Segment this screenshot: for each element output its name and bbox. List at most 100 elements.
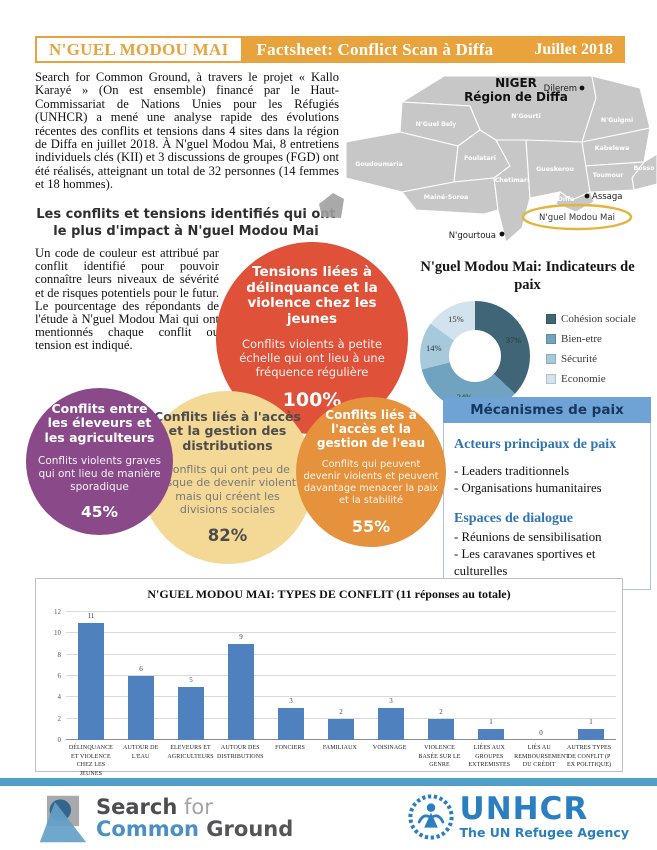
intro-paragraph: Search for Common Ground, à travers le p… [35,70,339,192]
bubble-delinquance-jeunes: Tensions liées à délinquance et la viole… [216,242,408,434]
legend-swatch-icon [546,334,556,345]
unhcr-logo: UNHCR The UN Refugee Agency [406,792,629,842]
sfcg-logo-icon [39,795,87,843]
x-axis-category-label: DÉLINQUANCE ET VIOLENCE CHEZ LES JEUNES [68,745,113,778]
peace-mechanisms-box: Mécanismes de paix Acteurs principaux de… [443,397,651,591]
sfcg-logo: Search for Common Ground [36,794,293,844]
map-region-label: Gueskerou [536,166,574,173]
bubble-eleveurs-agriculteurs: Conflits entre les éleveurs et les agric… [26,388,173,535]
map-title-country: NIGER [495,76,537,90]
x-axis-category-label: AUTOUR DES DISTRIBUTIONS [216,745,264,760]
peace-item: - Réunions de sensibilisation [454,529,602,544]
x-axis-category-label: FAMILIAUX [322,745,357,751]
legend-label: Economie [561,373,606,386]
map-region-label: Mainé-Soroa [424,193,469,201]
bubble-description: Conflits violents à petite échelle qui o… [239,337,385,380]
y-axis-tick-label: 4 [57,693,62,702]
map-region-label: Foulatari [464,155,496,162]
header-title: Factsheet: Conflict Scan à Diffa [256,39,494,59]
bubble-title: Conflits liés à l'accès et la gestion de… [316,407,426,451]
x-axis-category-label: FONCIERS [275,745,305,751]
bar [428,718,454,740]
sfcg-word-common: Common [96,817,199,841]
gridline [66,675,616,676]
unhcr-logo-text: UNHCR The UN Refugee Agency [460,794,629,840]
x-axis-category-label: VIOLENCE BASÉE SUR LE GENRE [418,745,461,769]
gridline [66,632,616,634]
bar-chart-title: N'GUEL MODOU MAI: TYPES DE CONFLIT (11 r… [147,587,511,601]
map-region-label: N'Gourti [511,113,540,120]
legend-swatch-icon [546,374,556,385]
peace-item: - Les caravanes sportives et culturelles [454,546,596,578]
bubble-percentage: 45% [80,503,119,522]
bar-value-label: 1 [589,718,593,727]
legend-item: Cohésion sociale [546,313,636,325]
bar [478,729,504,740]
gridline [66,653,616,655]
map-region-label: Goudoumaria [355,161,403,168]
map-region-label: Diffa [558,196,575,203]
legend-swatch-icon [546,354,556,365]
legend-item: Economie [546,373,636,385]
donut-slice-label: 14% [425,343,442,354]
header-bar: N'GUEL MODOU MAI Factsheet: Conflict Sca… [35,36,625,63]
bar-value-label: 5 [189,675,193,684]
peace-indicators-chart: N'guel Modou Mai: Indicateurs de paix 37… [398,258,657,412]
bar-chart-plot-area: 0 2 4 6 8 10 12 11 6 5 9 3 2 3 2 1 0 1 [54,608,616,744]
bar [378,708,404,740]
bubble-title: Conflits entre les éleveurs et les agric… [44,400,155,446]
map-town-label: Assaga [592,192,623,202]
map-title-region: Région de Diffa [464,90,568,104]
gridline [66,611,616,612]
diffa-region-map: NIGER Région de Diffa N'Gourti N'Guigmi N'… [345,75,657,244]
x-axis-category-label: AUTOUR DE L'EAU [123,745,159,760]
peace-item: - Leaders traditionnels [454,464,570,478]
bar [228,644,254,740]
peace-box-title: Mécanismes de paix [443,397,651,423]
unhcr-name: UNHCR [459,791,589,828]
unhcr-tagline: The UN Refugee Agency [459,825,629,841]
map-region-diffa [555,191,595,213]
map-region-label: N'Guigmi [601,117,633,124]
y-axis-tick-label: 2 [57,714,62,723]
bar-value-label: 0 [539,729,543,737]
donut-hole [449,330,501,383]
bubble-eau: Conflits liés à l'accès et la gestion de… [296,397,446,547]
legend-item: Bien-etre [546,333,636,345]
peace-section-heading: Espaces de dialogue [454,510,574,526]
y-axis-tick-label: 6 [57,672,62,680]
map-region-label: Toumour [593,172,625,179]
map-town-label: N'gourtoua [449,231,496,241]
legend-item: Sécurité [546,353,636,365]
bar-value-label: 11 [87,611,95,620]
donut-slice-label: 37% [505,334,522,345]
bubble-title: Tensions liées à délinquance et la viole… [246,263,378,328]
map-town-dot [584,193,590,199]
peace-section-heading: Acteurs principaux de paix [454,437,617,452]
color-code-paragraph: Un code de couleur est attribué par conf… [35,246,219,353]
bar [578,729,604,740]
map-region-label: N'Guel Bely [416,121,457,128]
bubble-description: Conflits qui peuvent devenir violents et… [303,459,439,507]
bar [328,718,354,740]
y-axis-tick-label: 10 [54,629,61,638]
y-axis-tick-label: 8 [57,650,62,659]
bar [128,676,154,740]
footer-divider-bar [0,778,657,786]
map-town-dot [579,85,585,91]
map-town-dot [499,231,505,237]
bar-value-label: 2 [339,707,343,716]
gridline [66,696,616,698]
bar [78,622,104,740]
bar-value-label: 2 [439,707,443,716]
sfcg-word-for: for [183,795,213,820]
bar [278,708,304,740]
x-axis-category-label: AUTRES TYPES DE CONFLIT (P EX POLITIQUE) [566,745,612,769]
donut-chart: 37% 34% 14% 15% [420,301,530,412]
unhcr-emblem-icon [407,794,454,840]
bar-value-label: 3 [389,697,393,705]
map-region-label: Chetimari [495,177,530,184]
peace-item: - Organisations humanitaires [454,480,602,495]
arrow-icon [319,193,344,218]
